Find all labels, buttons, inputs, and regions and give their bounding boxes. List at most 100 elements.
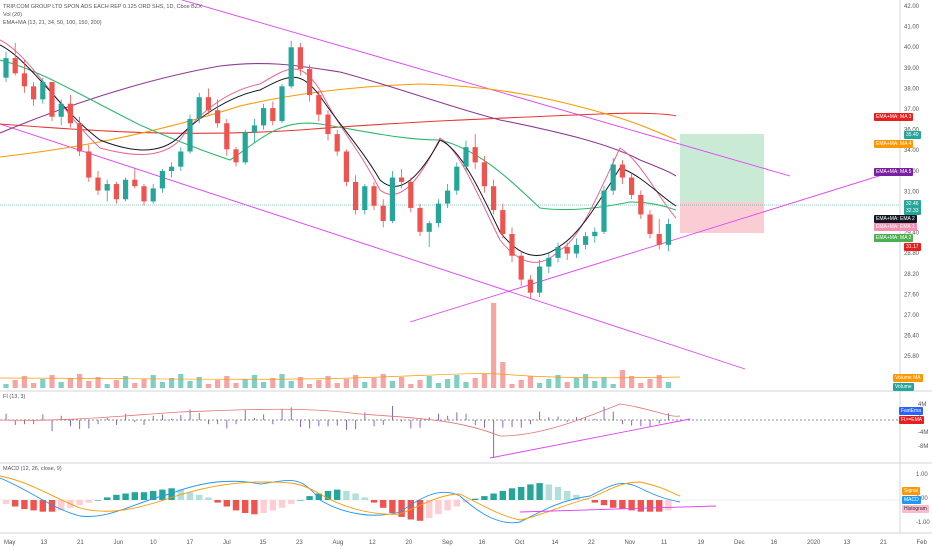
fi-bar bbox=[152, 415, 154, 420]
price-tick-label: 25.80 bbox=[904, 354, 920, 360]
volume-bar bbox=[86, 381, 92, 388]
fi-bar bbox=[511, 420, 513, 427]
fi-trendline[interactable] bbox=[489, 418, 691, 459]
macd-histogram-bar bbox=[131, 492, 138, 500]
macd-histogram-bar bbox=[30, 500, 37, 511]
macd-histogram-bar bbox=[315, 493, 322, 500]
main-price-pane[interactable] bbox=[0, 0, 900, 390]
volume-bar bbox=[481, 374, 487, 388]
volume-bar bbox=[435, 383, 441, 388]
macd-histogram-bar bbox=[334, 489, 341, 500]
macd-trendline[interactable] bbox=[519, 505, 717, 513]
candle bbox=[491, 179, 497, 215]
price-tick-label: 31.00 bbox=[904, 189, 920, 195]
candle bbox=[141, 184, 147, 206]
volume-bar bbox=[288, 381, 294, 388]
volume-bar bbox=[316, 380, 322, 388]
fi-bar bbox=[143, 420, 145, 425]
price-tag: EMA+MA: MA 3 bbox=[874, 113, 914, 121]
macd-axis: 1.00 0.00 -1.00 bbox=[916, 472, 930, 526]
macd-histogram-bar bbox=[435, 500, 442, 515]
candle bbox=[178, 147, 184, 172]
fi-bar bbox=[189, 409, 191, 420]
fi-bar bbox=[217, 420, 219, 425]
fi-bar bbox=[235, 420, 237, 425]
candle bbox=[113, 181, 119, 204]
candle bbox=[95, 171, 101, 195]
price-tag: EMA+MA: MA 2 bbox=[874, 234, 914, 242]
fi-bar bbox=[438, 413, 439, 420]
fi-bar bbox=[263, 414, 265, 420]
fi-bar bbox=[382, 420, 384, 425]
macd-histogram-bar bbox=[2, 500, 10, 504]
volume-legend[interactable]: Vol (20) bbox=[3, 12, 22, 18]
macd-histogram-bar bbox=[554, 487, 562, 500]
macd-histogram-bar bbox=[159, 489, 166, 500]
candle bbox=[435, 199, 441, 228]
lower-channel-trendline[interactable] bbox=[0, 123, 746, 370]
volume-bar bbox=[242, 379, 248, 388]
volume-bar bbox=[270, 378, 276, 388]
candle bbox=[31, 82, 37, 106]
macd-histogram-bar bbox=[610, 500, 617, 508]
volume-bar bbox=[297, 377, 303, 388]
candle bbox=[454, 162, 460, 195]
fi-bar bbox=[502, 420, 504, 428]
long-position-stop-zone[interactable] bbox=[680, 202, 764, 233]
fi-bar bbox=[51, 420, 53, 432]
volume-bar bbox=[509, 384, 515, 388]
symbol-title[interactable]: TRIP.COM GROUP LTD SPON ADS EACH REP 0.1… bbox=[3, 4, 202, 10]
price-tag: EMA+MA: EMA 2 bbox=[874, 215, 917, 223]
candle bbox=[86, 144, 92, 182]
rising-support-trendline[interactable] bbox=[409, 169, 899, 323]
macd-histogram-bar bbox=[242, 500, 249, 513]
price-tag: 32.46 bbox=[904, 200, 921, 208]
macd-histogram-bar bbox=[196, 494, 203, 500]
volume-bar bbox=[104, 384, 110, 388]
fi-bar bbox=[60, 415, 62, 420]
force-index-pane[interactable] bbox=[0, 403, 900, 459]
volume-bar bbox=[196, 377, 202, 388]
volume-bar bbox=[610, 384, 616, 388]
candle bbox=[279, 84, 285, 124]
volume-bar bbox=[3, 384, 9, 388]
macd-pane[interactable] bbox=[0, 475, 900, 524]
volume-bar bbox=[58, 382, 64, 388]
long-position-target-zone[interactable] bbox=[680, 134, 764, 202]
volume-bar bbox=[472, 378, 478, 388]
candle bbox=[187, 114, 193, 154]
candle bbox=[21, 60, 27, 93]
volume-bar bbox=[343, 379, 349, 388]
macd-histogram-bar bbox=[343, 490, 350, 500]
volume-pane[interactable] bbox=[0, 303, 681, 388]
price-axis[interactable]: 42.00 41.00 40.00 39.00 38.00 37.00 36.00 34.00… bbox=[904, 4, 920, 360]
candle bbox=[481, 155, 487, 193]
macd-histogram-bar bbox=[536, 483, 543, 500]
fi-bar bbox=[134, 420, 136, 423]
fi-bar bbox=[456, 412, 458, 420]
fi-bar bbox=[180, 415, 182, 420]
candle bbox=[123, 177, 129, 202]
macd-legend[interactable]: MACD (12, 26, close, 9) bbox=[3, 466, 62, 472]
ema-ma-legend[interactable]: EMA+MA (13, 21, 34, 50, 100, 150, 200) bbox=[3, 20, 102, 26]
time-axis[interactable]: May 13 21 Jun 10 17 Jul 15 23 Aug 12 20 Sep 16 Oct 14 22… bbox=[4, 540, 928, 546]
candle bbox=[527, 275, 533, 300]
macd-histogram-bar bbox=[297, 500, 304, 501]
fi-bar bbox=[612, 411, 614, 420]
time-tick-label: 15 bbox=[260, 540, 267, 546]
macd-histogram-bar bbox=[398, 500, 405, 517]
fi-tick-label: 4M bbox=[918, 402, 926, 408]
candle bbox=[583, 231, 589, 250]
price-tag: 35.40 bbox=[904, 131, 921, 139]
candle bbox=[629, 173, 635, 200]
time-tick-label: Aug bbox=[333, 540, 344, 546]
macd-histogram-bar bbox=[600, 500, 608, 506]
time-tick-label: Sep bbox=[442, 540, 453, 546]
fi-bar bbox=[24, 420, 25, 425]
fi-bar bbox=[281, 408, 283, 420]
candle bbox=[472, 134, 478, 169]
volume-bar bbox=[95, 377, 101, 388]
upper-trendline[interactable] bbox=[181, 0, 791, 177]
fi-legend[interactable]: FI (13, 3) bbox=[3, 394, 26, 400]
